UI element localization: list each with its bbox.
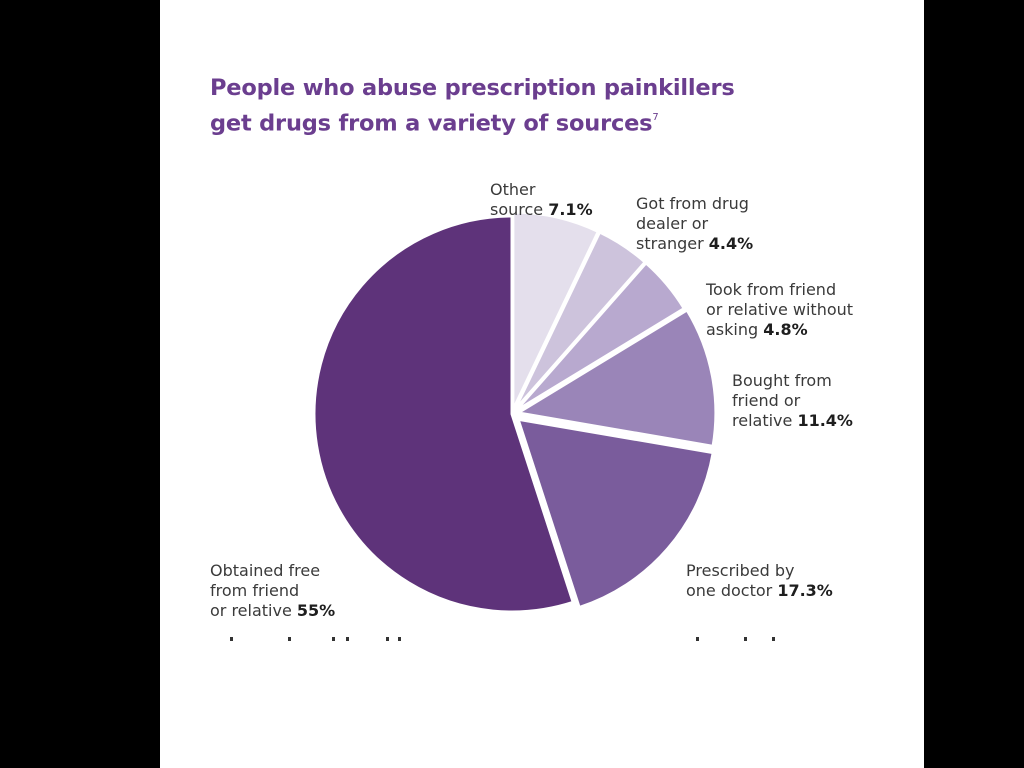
chart-title: People who abuse prescription painkiller…: [210, 72, 850, 140]
value-bought-from-friend: 11.4%: [797, 411, 853, 430]
fragment-mark: [744, 637, 747, 641]
clipped-text-fragments: [220, 637, 860, 647]
value-obtained-free: 55%: [296, 601, 336, 620]
title-line-1: People who abuse prescription painkiller…: [210, 75, 735, 101]
fragment-mark: [398, 637, 401, 641]
label-prescribed-by-doctor: Prescribed by one doctor 17.3%: [686, 561, 833, 600]
title-footnote: 7: [652, 112, 659, 123]
fragment-mark: [230, 637, 233, 641]
fragment-mark: [288, 637, 291, 641]
label-bought-from-friend: Bought from friend or relative 11.4%: [732, 371, 853, 430]
pie-chart: [312, 210, 718, 614]
fragment-mark: [346, 637, 349, 641]
value-prescribed-by-doctor: 17.3%: [777, 581, 833, 600]
pie-slice-4: [516, 308, 718, 448]
pie-slice-1: [511, 210, 600, 412]
label-obtained-free: Obtained free from friend or relative 55…: [210, 561, 336, 620]
pie-slice-5: [516, 417, 715, 610]
pie-slice-6: [312, 214, 575, 614]
chart-panel: People who abuse prescription painkiller…: [160, 0, 924, 768]
fragment-mark: [696, 637, 699, 641]
title-line-2: get drugs from a variety of sources: [210, 110, 653, 137]
fragment-mark: [772, 637, 775, 641]
value-other-source: 7.1%: [548, 200, 593, 219]
pie-slice-3: [513, 261, 686, 413]
label-drug-dealer: Got from drug dealer or stranger 4.4%: [636, 194, 754, 253]
fragment-mark: [386, 637, 389, 641]
label-took-without-asking: Took from friend or relative without ask…: [706, 280, 854, 339]
label-other-source: Other source 7.1%: [490, 180, 593, 219]
value-drug-dealer: 4.4%: [708, 234, 754, 253]
fragment-mark: [332, 637, 335, 641]
value-took-without-asking: 4.8%: [763, 320, 808, 339]
